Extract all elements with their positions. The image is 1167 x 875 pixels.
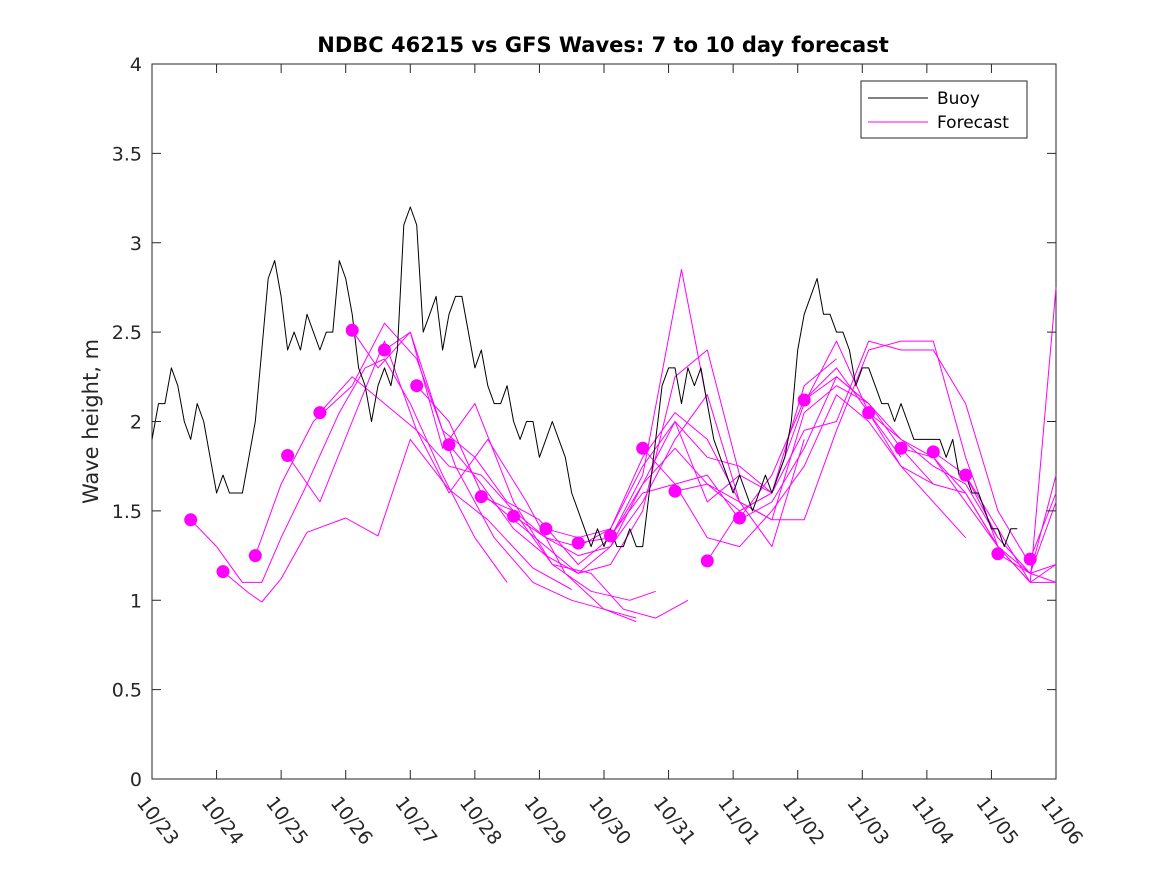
forecast-marker <box>636 441 650 455</box>
axes-frame <box>151 63 1057 780</box>
y-tick-label: 1 <box>130 590 142 612</box>
forecast-marker <box>862 406 876 420</box>
legend-box <box>860 80 1028 139</box>
forecast-marker <box>733 511 747 525</box>
forecast-marker <box>991 547 1005 561</box>
y-tick-label: 2.5 <box>112 322 142 344</box>
forecast-marker <box>313 406 327 420</box>
y-tick-label: 3 <box>130 233 142 255</box>
forecast-marker <box>410 379 424 393</box>
y-tick-label: 2 <box>130 412 142 434</box>
forecast-series-line <box>933 451 1057 574</box>
forecast-marker <box>926 445 940 459</box>
forecast-series-line <box>351 330 689 619</box>
y-tick-label: 1.5 <box>112 501 142 523</box>
forecast-marker <box>604 529 617 543</box>
plot-area <box>151 63 1057 780</box>
y-tick-label: 3.5 <box>112 143 142 165</box>
forecast-marker <box>281 449 295 462</box>
forecast-series-line <box>674 340 999 547</box>
buoy-series-line <box>151 206 1018 548</box>
forecast-marker <box>184 513 198 527</box>
forecast-series-line <box>190 358 508 583</box>
chart-title: NDBC 46215 vs GFS Waves: 7 to 10 day for… <box>317 33 888 57</box>
forecast-marker <box>378 343 391 357</box>
forecast-series-line <box>222 438 572 603</box>
forecast-series-line <box>610 376 934 537</box>
forecast-marker <box>216 565 230 579</box>
y-axis: 0 0.5 1 1.5 2 2.5 3 3.5 4 <box>112 54 1056 791</box>
forecast-series-line <box>513 358 837 548</box>
forecast-marker <box>797 393 811 407</box>
forecast-series-line <box>287 340 637 619</box>
y-axis-label: Wave height, m <box>79 339 103 504</box>
forecast-marker <box>442 438 456 452</box>
forecast-series-line <box>997 553 1057 574</box>
forecast-series-line <box>545 385 869 539</box>
forecast-marker <box>959 468 973 482</box>
y-tick-label: 0 <box>130 769 142 791</box>
forecast-series-line <box>642 394 966 548</box>
y-tick-label: 0.5 <box>112 680 142 702</box>
legend: Buoy Forecast <box>860 80 1028 139</box>
forecast-marker <box>474 490 488 504</box>
forecast-series-line <box>706 340 1031 565</box>
forecast-lines <box>190 269 1057 623</box>
forecast-series-line <box>481 394 805 557</box>
forecast-series-line <box>319 376 656 601</box>
forecast-marker <box>345 323 359 337</box>
forecast-marker <box>668 484 682 498</box>
forecast-marker <box>571 536 585 550</box>
buoy-line-group <box>151 206 1018 548</box>
y-tick-label: 4 <box>130 54 142 76</box>
forecast-series-line <box>900 287 1057 583</box>
forecast-marker <box>1023 552 1037 566</box>
forecast-marker <box>248 549 262 563</box>
forecast-series-line <box>1029 492 1057 560</box>
forecast-marker <box>539 522 553 536</box>
forecast-marker <box>700 554 714 568</box>
forecast-series-line <box>254 322 637 623</box>
forecast-markers <box>184 323 1037 579</box>
legend-buoy-label: Buoy <box>937 89 980 109</box>
forecast-marker <box>507 509 521 523</box>
forecast-series-line <box>384 269 708 565</box>
forecast-marker <box>894 441 908 455</box>
legend-forecast-label: Forecast <box>937 113 1009 133</box>
